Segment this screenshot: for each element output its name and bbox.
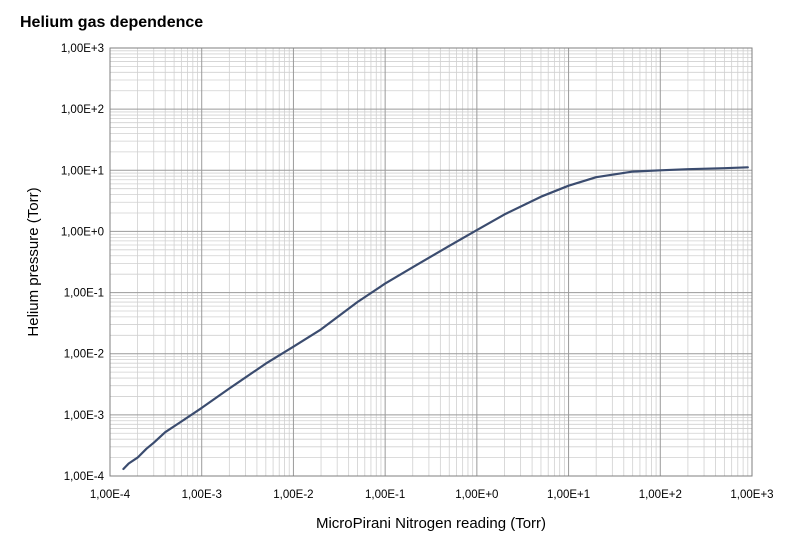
y-tick-label: 1,00E-1	[64, 288, 104, 300]
y-tick-label: 1,00E+3	[61, 43, 104, 55]
y-tick-label: 1,00E-2	[64, 349, 104, 361]
y-tick-label: 1,00E+1	[61, 165, 104, 177]
y-tick-label: 1,00E+2	[61, 104, 104, 116]
plot-frame	[109, 47, 753, 477]
y-tick-label: 1,00E-4	[64, 471, 105, 483]
y-axis-title: Helium pressure (Torr)	[25, 187, 42, 336]
x-tick-label: 1,00E+1	[547, 489, 590, 501]
x-tick-label: 1,00E+3	[730, 489, 773, 501]
y-tick-label: 1,00E-3	[64, 410, 104, 422]
x-tick-label: 1,00E+2	[639, 489, 682, 501]
x-tick-label: 1,00E-4	[90, 489, 131, 501]
minor-grid	[110, 48, 752, 476]
x-tick-label: 1,00E-2	[273, 489, 313, 501]
x-axis-title: MicroPirani Nitrogen reading (Torr)	[316, 515, 546, 532]
x-tick-label: 1,00E+0	[455, 489, 498, 501]
y-tick-label: 1,00E+0	[61, 226, 104, 238]
series-line	[122, 166, 749, 471]
x-tick-label: 1,00E-1	[365, 489, 405, 501]
y-tick-labels: 1,00E-4 1,00E-3 1,00E-2 1,00E-1 1,00E+0 1,00E…	[61, 43, 105, 483]
x-tick-label: 1,00E-3	[182, 489, 222, 501]
chart-title: Helium gas dependence	[20, 14, 204, 31]
x-tick-labels: 1,00E-4 1,00E-3 1,00E-2 1,00E-1 1,00E+0 1,00E…	[90, 489, 774, 501]
